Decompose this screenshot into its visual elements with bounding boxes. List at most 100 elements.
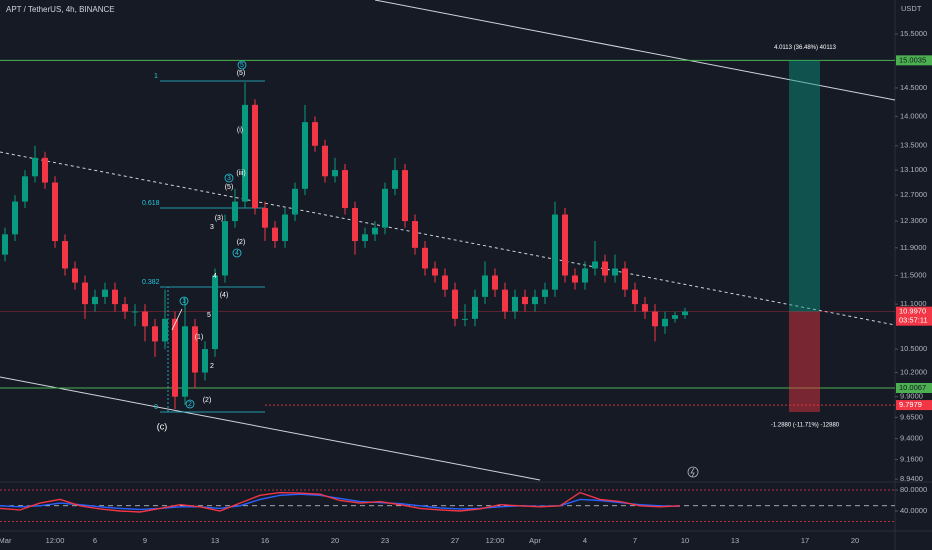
wave-circle (232, 248, 242, 258)
candle-body (302, 122, 308, 189)
candle-body (62, 241, 68, 269)
candle-body (682, 311, 688, 316)
symbol-title: APT / TetherUS, 4h, BINANCE (6, 5, 115, 14)
price-tick-label: 13.5000 (900, 141, 927, 150)
profit-label: 4.0113 (36.48%) 40113 (774, 45, 836, 51)
wave-label: (4) (220, 292, 229, 299)
price-tick-label: 9.6500 (900, 412, 923, 421)
current-price-badge: 10.9970 (899, 307, 926, 316)
wave-label: 3 (227, 175, 231, 182)
wave-label: (2) (237, 239, 246, 246)
target-badge: 15.0035 (899, 55, 926, 64)
price-tick-label: 14.0000 (900, 111, 927, 120)
candle-body (582, 268, 588, 283)
candle-body (492, 275, 498, 290)
time-label: Mar (0, 536, 12, 545)
time-label: 12:00 (486, 536, 505, 545)
candle-body (2, 234, 8, 255)
stop-badge: 9.7979 (899, 400, 922, 409)
time-label: 10 (681, 536, 689, 545)
candle-body (372, 227, 378, 235)
candle-body (342, 170, 348, 209)
candle-body (422, 247, 428, 269)
candle-body (162, 318, 168, 342)
wave-label: (5) (225, 184, 234, 191)
candle-body (272, 227, 278, 242)
candle-body (572, 275, 578, 283)
candle-body (222, 221, 228, 276)
wave-label: (3) (215, 215, 224, 222)
price-tick-label: 13.1000 (900, 165, 927, 174)
candle-body (322, 145, 328, 177)
event-icon[interactable] (687, 466, 699, 478)
wave-circle (237, 60, 247, 70)
candle-body (512, 296, 518, 312)
price-tick-label: 11.5000 (900, 270, 927, 279)
candle-body (292, 188, 298, 215)
price-tick-label: 9.1600 (900, 455, 923, 464)
price-tick-label: 11.9000 (900, 243, 927, 252)
candle-body (332, 170, 338, 177)
candle-body (152, 326, 158, 342)
candle-body (142, 311, 148, 327)
fib-label: 0.382 (142, 279, 160, 286)
candle-body (662, 318, 668, 327)
time-label: 7 (633, 536, 637, 545)
wave-label: 4 (213, 273, 217, 280)
time-label: 9 (143, 536, 147, 545)
time-label: 4 (583, 536, 587, 545)
wave-label: 5 (240, 62, 244, 69)
candle-body (592, 261, 598, 269)
trend-line (0, 376, 541, 481)
wave-circle (224, 173, 234, 183)
candle-body (32, 157, 38, 177)
candle-body (472, 296, 478, 319)
fib-label: 0.618 (142, 200, 160, 207)
price-tick-label: 11.1000 (900, 299, 927, 308)
candle-body (452, 289, 458, 319)
candle-body (642, 304, 648, 312)
candle-body (52, 182, 58, 242)
candle-body (432, 268, 438, 276)
candle-body (382, 188, 388, 228)
candle-body (112, 289, 118, 305)
candle-body (532, 296, 538, 305)
loss-label: -1.2880 (-11.71%) -12880 (771, 423, 840, 429)
candle-body (282, 214, 288, 242)
candle-body (542, 289, 548, 297)
price-tick-label: 12.7000 (900, 190, 927, 199)
wave-line (171, 308, 183, 331)
candle-body (362, 234, 368, 242)
time-label: 20 (331, 536, 339, 545)
candle-body (122, 304, 128, 312)
candle-body (232, 201, 238, 222)
target-badge-bg (896, 55, 932, 66)
profit-zone (789, 60, 820, 312)
fib-retracement (160, 80, 265, 413)
candle-body (632, 289, 638, 305)
time-label: 13 (211, 536, 219, 545)
candle-body (22, 176, 28, 202)
time-label: 17 (801, 536, 809, 545)
support-badge-bg (896, 383, 932, 394)
candle-body (602, 261, 608, 276)
candle-body (412, 221, 418, 248)
candle-body (102, 289, 108, 297)
wave-label: (i) (237, 127, 243, 134)
wave-label: (5) (237, 70, 246, 77)
loss-zone (789, 311, 820, 413)
trend-line (374, 0, 896, 101)
indicator-tick-label: 80.0000 (900, 485, 927, 494)
candle-body (402, 170, 408, 222)
fib-label: 1 (154, 73, 158, 80)
candle-body (652, 311, 658, 327)
time-label: 16 (261, 536, 269, 545)
price-tick-label: 8.9400 (900, 474, 923, 483)
wave-label: 1 (182, 298, 186, 305)
candle-body (552, 214, 558, 290)
candle-body (462, 318, 468, 320)
price-tick-label: 10.2000 (900, 368, 927, 377)
wave-circle (179, 296, 189, 306)
